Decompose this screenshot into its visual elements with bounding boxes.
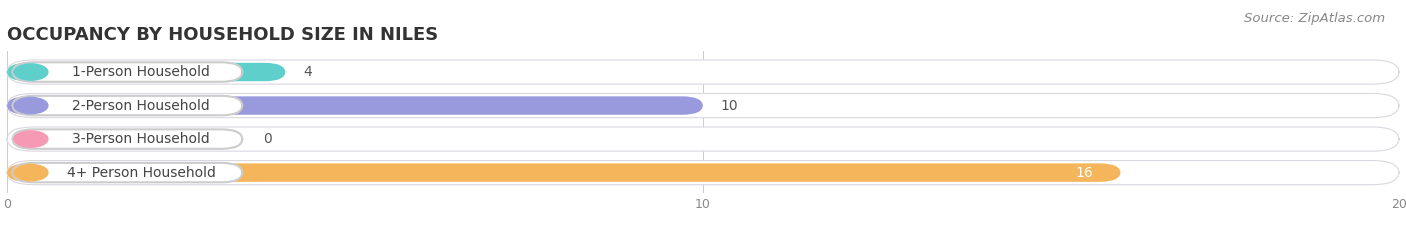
- Text: 3-Person Household: 3-Person Household: [73, 132, 211, 146]
- FancyBboxPatch shape: [7, 60, 1399, 84]
- FancyBboxPatch shape: [7, 163, 1121, 182]
- Text: OCCUPANCY BY HOUSEHOLD SIZE IN NILES: OCCUPANCY BY HOUSEHOLD SIZE IN NILES: [7, 26, 439, 44]
- FancyBboxPatch shape: [7, 127, 1399, 151]
- Circle shape: [14, 164, 48, 181]
- Text: 4+ Person Household: 4+ Person Household: [67, 166, 215, 180]
- Text: Source: ZipAtlas.com: Source: ZipAtlas.com: [1244, 12, 1385, 25]
- FancyBboxPatch shape: [7, 93, 1399, 118]
- Text: 2-Person Household: 2-Person Household: [73, 99, 211, 113]
- FancyBboxPatch shape: [13, 96, 242, 115]
- Text: 10: 10: [720, 99, 738, 113]
- FancyBboxPatch shape: [13, 129, 242, 149]
- Circle shape: [14, 131, 48, 147]
- Text: 0: 0: [263, 132, 271, 146]
- Circle shape: [14, 64, 48, 80]
- Text: 16: 16: [1076, 166, 1092, 180]
- FancyBboxPatch shape: [7, 96, 703, 115]
- FancyBboxPatch shape: [7, 161, 1399, 185]
- Text: 4: 4: [302, 65, 312, 79]
- FancyBboxPatch shape: [13, 163, 242, 182]
- FancyBboxPatch shape: [13, 62, 242, 82]
- Circle shape: [14, 97, 48, 114]
- Text: 1-Person Household: 1-Person Household: [73, 65, 211, 79]
- FancyBboxPatch shape: [7, 63, 285, 81]
